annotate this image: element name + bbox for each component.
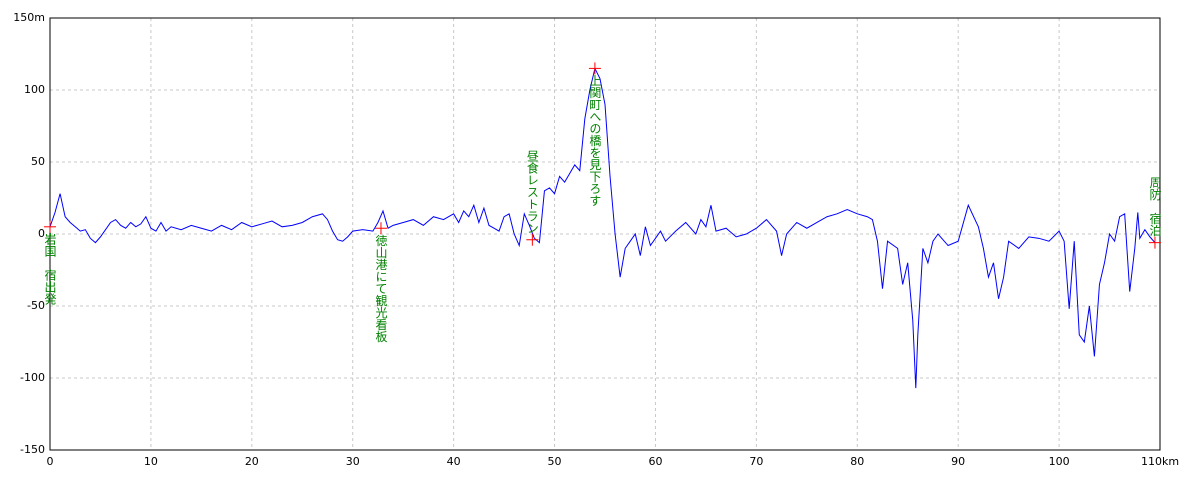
y-tick-label: 100 [24, 83, 45, 96]
y-tick-label: -50 [27, 299, 45, 312]
y-tick-label: -100 [20, 371, 45, 384]
x-tick-label: 80 [850, 455, 864, 468]
waypoint-marker [588, 62, 601, 75]
y-tick-label: 50 [31, 155, 45, 168]
annotation: 昼食レストラン [525, 149, 539, 233]
x-tick-label: 60 [648, 455, 662, 468]
x-tick-label: 110km [1141, 455, 1179, 468]
x-tick-label: 30 [346, 455, 360, 468]
x-tick-label: 10 [144, 455, 158, 468]
annotation: 岩国 宿出発 [43, 231, 57, 304]
annotation: 周防 宿泊 [1148, 177, 1162, 237]
x-tick-label: 0 [47, 455, 54, 468]
waypoint-marker [374, 222, 387, 235]
x-tick-label: 50 [548, 455, 562, 468]
y-tick-label: -150 [20, 443, 45, 456]
waypoint-marker [44, 220, 56, 233]
y-tick-label: 150m [13, 11, 45, 24]
x-tick-label: 40 [447, 455, 461, 468]
x-tick-label: 90 [951, 455, 965, 468]
x-tick-label: 100 [1049, 455, 1070, 468]
x-tick-label: 70 [749, 455, 763, 468]
elevation-line [49, 66, 1156, 389]
waypoint-marker [526, 233, 539, 246]
y-tick-label: 0 [38, 227, 45, 240]
annotation: 上関町への橋を見下ろす [588, 74, 602, 206]
annotation: 徳山港にて観光看板 [374, 233, 388, 343]
plot-frame [49, 17, 1161, 451]
waypoint-marker [1148, 236, 1161, 249]
x-tick-label: 20 [245, 455, 259, 468]
